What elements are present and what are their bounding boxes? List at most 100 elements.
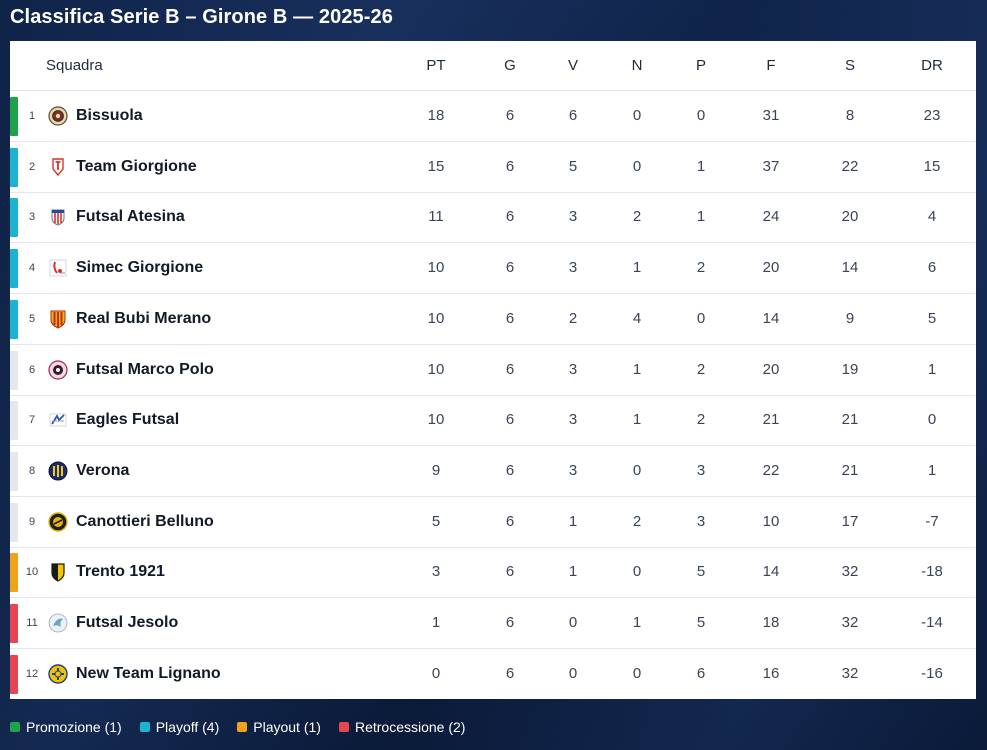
legend-swatch xyxy=(10,722,20,732)
cell-n: 0 xyxy=(632,107,642,124)
cell-pt: 0 xyxy=(431,664,441,682)
cell-dr: 23 xyxy=(923,107,941,124)
cell-p: 1 xyxy=(696,157,706,175)
cell-g: 6 xyxy=(505,512,515,530)
legend-item-playoff: Playoff (4) xyxy=(139,719,219,735)
cell-f: 20 xyxy=(762,360,780,378)
header-team[interactable]: Squadra xyxy=(46,57,103,74)
cell-f: 16 xyxy=(762,664,780,682)
team-name[interactable]: Bissuola xyxy=(76,107,143,124)
cell-n: 2 xyxy=(632,512,642,530)
team-name[interactable]: Futsal Atesina xyxy=(76,208,185,226)
header-p[interactable]: P xyxy=(695,57,706,74)
cell-pt: 5 xyxy=(431,512,441,530)
table-row[interactable]: 8 Verona 9 6 3 0 3 22 21 1 xyxy=(10,446,976,497)
legend-label: Promozione (1) xyxy=(26,719,122,735)
cell-pt: 9 xyxy=(431,461,441,479)
table-header: Squadra PT G V N P F S DR xyxy=(10,41,976,91)
cell-v: 3 xyxy=(568,360,578,378)
legend-item-retro: Retrocessione (2) xyxy=(338,719,466,735)
futsal-marco-polo-logo xyxy=(48,359,68,380)
cell-p: 0 xyxy=(696,309,706,327)
cell-p: 5 xyxy=(696,563,706,581)
zone-indicator xyxy=(10,654,18,694)
table-row[interactable]: 9 Canottieri Belluno 5 6 1 2 3 10 17 -7 xyxy=(10,497,976,548)
cell-dr: 6 xyxy=(927,259,937,277)
cell-n: 1 xyxy=(632,259,642,277)
cell-p: 0 xyxy=(696,107,706,124)
futsal-atesina-logo xyxy=(48,207,68,227)
cell-s: 8 xyxy=(845,107,855,124)
team-name[interactable]: Eagles Futsal xyxy=(76,411,180,429)
cell-g: 6 xyxy=(505,259,515,277)
legend-swatch xyxy=(338,722,349,732)
zone-indicator xyxy=(10,350,18,390)
cell-pt: 18 xyxy=(427,107,445,124)
header-dr[interactable]: DR xyxy=(921,57,943,74)
table-row[interactable]: 3 Futsal Atesina 11 6 3 2 1 24 20 4 xyxy=(10,192,976,244)
eagles-futsal-logo xyxy=(48,410,68,430)
cell-f: 37 xyxy=(762,157,780,175)
team-name[interactable]: Team Giorgione xyxy=(76,157,197,175)
table-row[interactable]: 10 Trento 1921 3 6 1 0 5 14 32 -18 xyxy=(10,547,976,599)
team-name[interactable]: Futsal Jesolo xyxy=(76,614,179,631)
cell-dr: 1 xyxy=(927,461,937,479)
zone-indicator xyxy=(10,198,18,238)
trento-1921-logo xyxy=(48,562,68,582)
cell-v: 3 xyxy=(568,208,578,226)
position: 2 xyxy=(28,160,36,173)
table-row[interactable]: 11 Futsal Jesolo 1 6 0 1 5 18 32 -14 xyxy=(10,598,976,649)
cell-s: 32 xyxy=(841,664,859,682)
cell-dr: -18 xyxy=(921,563,943,581)
cell-s: 22 xyxy=(841,157,859,175)
header-s[interactable]: S xyxy=(844,57,855,74)
legend-label: Playout (1) xyxy=(253,719,321,735)
team-name[interactable]: Canottieri Belluno xyxy=(76,512,214,530)
cell-g: 6 xyxy=(505,563,515,581)
team-name[interactable]: Trento 1921 xyxy=(76,563,165,581)
team-name[interactable]: Verona xyxy=(76,461,130,479)
cell-f: 14 xyxy=(762,309,780,327)
position: 12 xyxy=(25,667,39,680)
header-g[interactable]: G xyxy=(504,57,516,74)
cell-s: 20 xyxy=(841,208,859,226)
zone-legend: Promozione (1) Playoff (4) Playout (1) Retr… xyxy=(10,717,483,737)
header-f[interactable]: F xyxy=(766,57,776,74)
position: 9 xyxy=(28,515,36,528)
cell-s: 32 xyxy=(841,614,859,631)
legend-swatch xyxy=(237,722,248,732)
table-row[interactable]: 12 New Team Lignano 0 6 0 0 6 16 32 -16 xyxy=(10,649,976,699)
cell-pt: 11 xyxy=(428,208,444,226)
cell-g: 6 xyxy=(505,157,515,175)
cell-f: 18 xyxy=(762,614,780,631)
team-name[interactable]: New Team Lignano xyxy=(76,664,221,682)
position: 5 xyxy=(28,312,36,325)
zone-indicator xyxy=(10,401,18,441)
team-name[interactable]: Real Bubi Merano xyxy=(76,309,212,327)
standings-table: Squadra PT G V N P F S DR 1 Bissuola 18 6 6 0… xyxy=(10,41,976,699)
position: 4 xyxy=(28,262,36,275)
cell-f: 31 xyxy=(762,107,780,124)
table-row[interactable]: 2 Team Giorgione 15 6 5 0 1 37 22 15 xyxy=(10,142,976,193)
table-row[interactable]: 1 Bissuola 18 6 6 0 0 31 8 23 xyxy=(10,91,976,142)
team-name[interactable]: Futsal Marco Polo xyxy=(76,360,214,378)
zone-indicator xyxy=(10,553,18,593)
header-pt[interactable]: PT xyxy=(426,57,446,74)
cell-n: 1 xyxy=(632,614,642,631)
bissuola-logo xyxy=(48,106,68,126)
cell-n: 0 xyxy=(632,461,642,479)
header-n[interactable]: N xyxy=(631,57,643,74)
legend-swatch xyxy=(139,722,150,732)
cell-g: 6 xyxy=(505,107,515,124)
table-row[interactable]: 4 Simec Giorgione 10 6 3 1 2 20 14 6 xyxy=(10,243,976,295)
table-row[interactable]: 5 Real Bubi Merano 10 6 2 4 0 14 9 5 xyxy=(10,294,976,345)
legend-label: Retrocessione (2) xyxy=(354,719,466,735)
zone-indicator xyxy=(10,249,18,289)
cell-pt: 15 xyxy=(427,157,445,175)
table-row[interactable]: 7 Eagles Futsal 10 6 3 1 2 21 21 0 xyxy=(10,395,976,447)
cell-dr: 0 xyxy=(927,411,937,429)
cell-f: 10 xyxy=(762,512,780,530)
table-row[interactable]: 6 Futsal Marco Polo 10 6 3 1 2 20 19 1 xyxy=(10,345,976,396)
header-v[interactable]: V xyxy=(567,57,578,74)
team-name[interactable]: Simec Giorgione xyxy=(76,259,204,277)
